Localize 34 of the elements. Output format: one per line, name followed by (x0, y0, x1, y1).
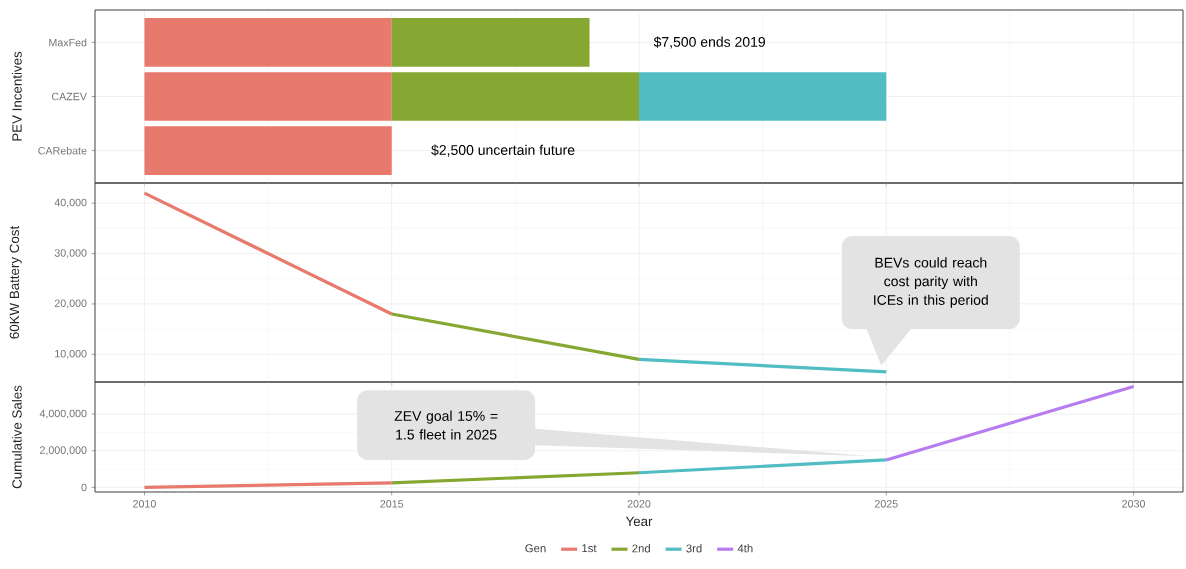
bar (144, 72, 392, 121)
x-tick-label: 2030 (1122, 500, 1145, 508)
y-tick-label: CARebate (38, 146, 87, 155)
bar (144, 126, 392, 175)
y-axis-title: 60KW Battery Cost (9, 225, 22, 339)
annotation: $7,500 ends 2019 (653, 36, 765, 49)
x-axis-title: Year (625, 516, 653, 527)
annotation: BEVs could reach cost parity with ICEs in this period (874, 257, 988, 308)
annotation: ZEV goal 15% = 1.5 fleet in 2025 (394, 410, 498, 440)
y-axis-title: PEV Incentives (11, 51, 22, 141)
annotation: $2,500 uncertain future (431, 144, 575, 157)
legend-title: Gen (525, 544, 546, 553)
x-tick-label: 2025 (874, 500, 898, 508)
legend-label: 4th (737, 544, 753, 553)
y-tick-label: 2,000,000 (40, 446, 87, 456)
y-tick-label: MaxFed (49, 38, 87, 47)
x-tick-label: 2015 (380, 500, 404, 508)
bar (391, 18, 590, 67)
legend-label: 2nd (632, 544, 650, 553)
y-tick-label: 10,000 (55, 349, 87, 359)
bar (639, 72, 887, 121)
bar (144, 18, 392, 67)
x-tick-label: 2010 (133, 500, 156, 508)
y-tick-label: 0 (81, 483, 87, 492)
legend-label: 3rd (686, 544, 702, 553)
bar (391, 72, 639, 121)
y-tick-label: 40,000 (54, 198, 87, 208)
y-axis-title: Cumulative Sales (11, 385, 22, 489)
y-tick-label: 20,000 (54, 299, 87, 309)
y-tick-label: 4,000,000 (39, 409, 87, 419)
x-tick-label: 2020 (627, 500, 651, 508)
legend-label: 1st (582, 544, 597, 553)
y-tick-label: 30,000 (54, 249, 87, 258)
y-tick-label: CAZEV (51, 92, 87, 101)
